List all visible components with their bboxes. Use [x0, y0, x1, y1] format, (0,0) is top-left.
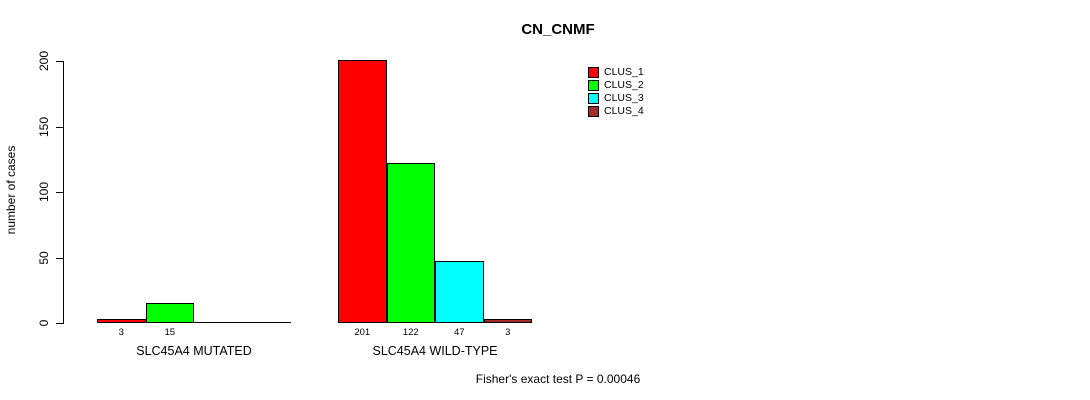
legend-swatch-clus_4 — [588, 105, 599, 117]
y-axis-tick — [56, 192, 63, 193]
y-tick-label: 50 — [37, 251, 51, 265]
bar-value-label: 201 — [354, 327, 371, 338]
bar-clus_4 — [483, 319, 532, 323]
y-axis-line — [63, 61, 64, 324]
legend-item: CLUS_3 — [588, 92, 644, 104]
legend-swatch-clus_2 — [588, 79, 599, 91]
bar-clus_4-zero — [242, 322, 291, 323]
y-axis-label: number of cases — [4, 145, 18, 235]
fisher-test-annotation: Fisher's exact test P = 0.00046 — [475, 372, 641, 386]
legend-item: CLUS_1 — [588, 66, 644, 78]
group-label: SLC45A4 MUTATED — [136, 344, 252, 358]
legend-item: CLUS_2 — [588, 79, 644, 91]
legend-label: CLUS_3 — [604, 92, 644, 104]
bar-value-label: 3 — [505, 327, 511, 338]
y-tick-label: 0 — [37, 319, 51, 327]
y-tick-label: 150 — [37, 116, 51, 138]
y-axis-tick — [56, 61, 63, 62]
legend-swatch-clus_3 — [588, 92, 599, 104]
legend-label: CLUS_2 — [604, 79, 644, 91]
bar-clus_1 — [338, 60, 387, 323]
bar-value-label: 15 — [164, 327, 176, 338]
y-axis-tick — [56, 127, 63, 128]
bar-clus_1 — [97, 319, 146, 323]
y-tick-label: 100 — [37, 181, 51, 203]
legend-label: CLUS_1 — [604, 66, 644, 78]
y-axis-tick — [56, 258, 63, 259]
y-axis-tick — [56, 323, 63, 324]
legend-label: CLUS_4 — [604, 105, 644, 117]
bar-clus_3-zero — [194, 322, 243, 323]
bar-clus_2 — [386, 163, 435, 323]
bar-value-label: 47 — [453, 327, 465, 338]
bar-clus_3 — [435, 261, 484, 323]
legend-item: CLUS_4 — [588, 105, 644, 117]
bar-clus_2 — [145, 303, 194, 323]
y-tick-label: 200 — [37, 50, 51, 72]
bar-value-label: 3 — [118, 327, 124, 338]
legend-swatch-clus_1 — [588, 66, 599, 78]
chart-title: CN_CNMF — [521, 21, 595, 38]
bar-value-label: 122 — [402, 327, 419, 338]
group-label: SLC45A4 WILD-TYPE — [372, 344, 498, 358]
